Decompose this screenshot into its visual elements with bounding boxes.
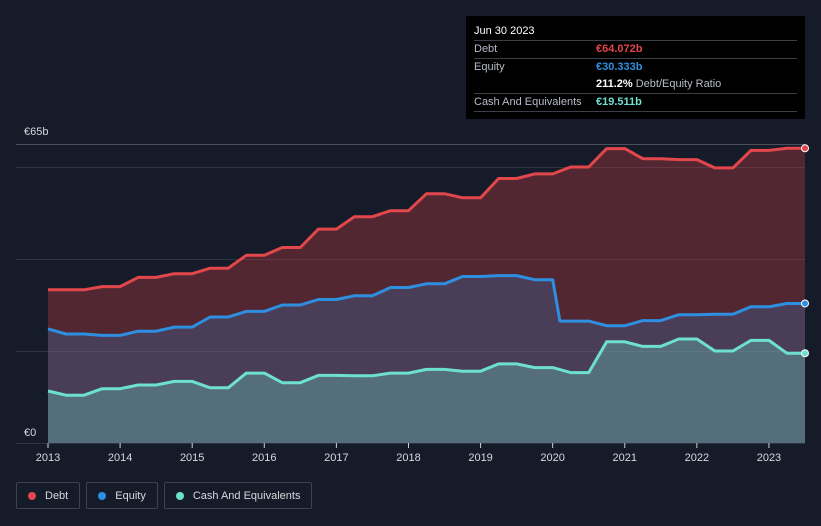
y-axis-bottom-label: €0 [24,427,36,439]
equity-dot-icon [98,491,107,500]
tooltip-debt-row: Debt €64.072b [474,41,797,59]
x-tick-label: 2015 [180,452,204,464]
legend-cash-label: Cash And Equivalents [192,489,301,502]
equity-line [47,274,805,337]
x-tick-label: 2020 [540,452,564,464]
tooltip-date: Jun 30 2023 [474,23,797,41]
legend-item-cash[interactable]: Cash And Equivalents [163,482,313,509]
equity-endpoint [801,299,809,308]
cash-line [47,337,805,397]
x-tick-label: 2023 [757,452,781,464]
tooltip-ratio-value: 211.2% [596,78,633,90]
y-axis-top-label: €65b [24,126,48,138]
x-tick-label: 2016 [252,452,276,464]
tooltip-equity-value: €30.333b [596,61,643,73]
debt-area [48,148,805,444]
tooltip-cash-row: Cash And Equivalents €19.511b [474,94,797,112]
x-tick-label: 2022 [685,452,709,464]
x-tick-label: 2013 [36,452,60,464]
tooltip-panel: Jun 30 2023 Debt €64.072b Equity €30.333… [466,16,805,119]
tooltip-cash-label: Cash And Equivalents [474,96,582,108]
legend-item-equity[interactable]: Equity [86,482,158,509]
legend-item-debt[interactable]: Debt [16,482,81,509]
debt-endpoint [801,144,809,153]
tooltip-debt-value: €64.072b [596,43,643,55]
debt-line [48,146,805,292]
tooltip-equity-label: Equity [474,61,505,73]
x-tick-label: 2019 [468,452,492,464]
cash-endpoint [801,349,809,358]
legend-equity-label: Equity [115,489,146,502]
equity-area [48,275,805,443]
cash-area [48,339,805,443]
tooltip-equity-row: Equity €30.333b [474,59,797,76]
tooltip-ratio-label: Debt/Equity Ratio [635,78,722,90]
x-tick-label: 2014 [108,452,132,464]
series-endpoints [801,144,809,358]
x-axis-ticks: 2013 2014 2015 2016 2017 2018 2019 2020 2021 2022… [36,443,781,464]
tooltip-debt-label: Debt [474,43,498,55]
x-tick-label: 2017 [324,452,348,464]
tooltip-cash-value: €19.511b [596,96,642,108]
tooltip-ratio-row: 211.2% Debt/Equity Ratio [474,76,797,94]
grid-lines [16,144,805,444]
legend: Debt Equity Cash And Equivalents [16,482,313,509]
x-tick-label: 2018 [396,452,420,464]
series-lines [47,146,805,397]
series-areas [48,148,805,444]
x-tick-label: 2021 [613,452,637,464]
debt-dot-icon [28,491,36,500]
legend-debt-label: Debt [45,489,69,502]
cash-dot-icon [175,491,184,500]
